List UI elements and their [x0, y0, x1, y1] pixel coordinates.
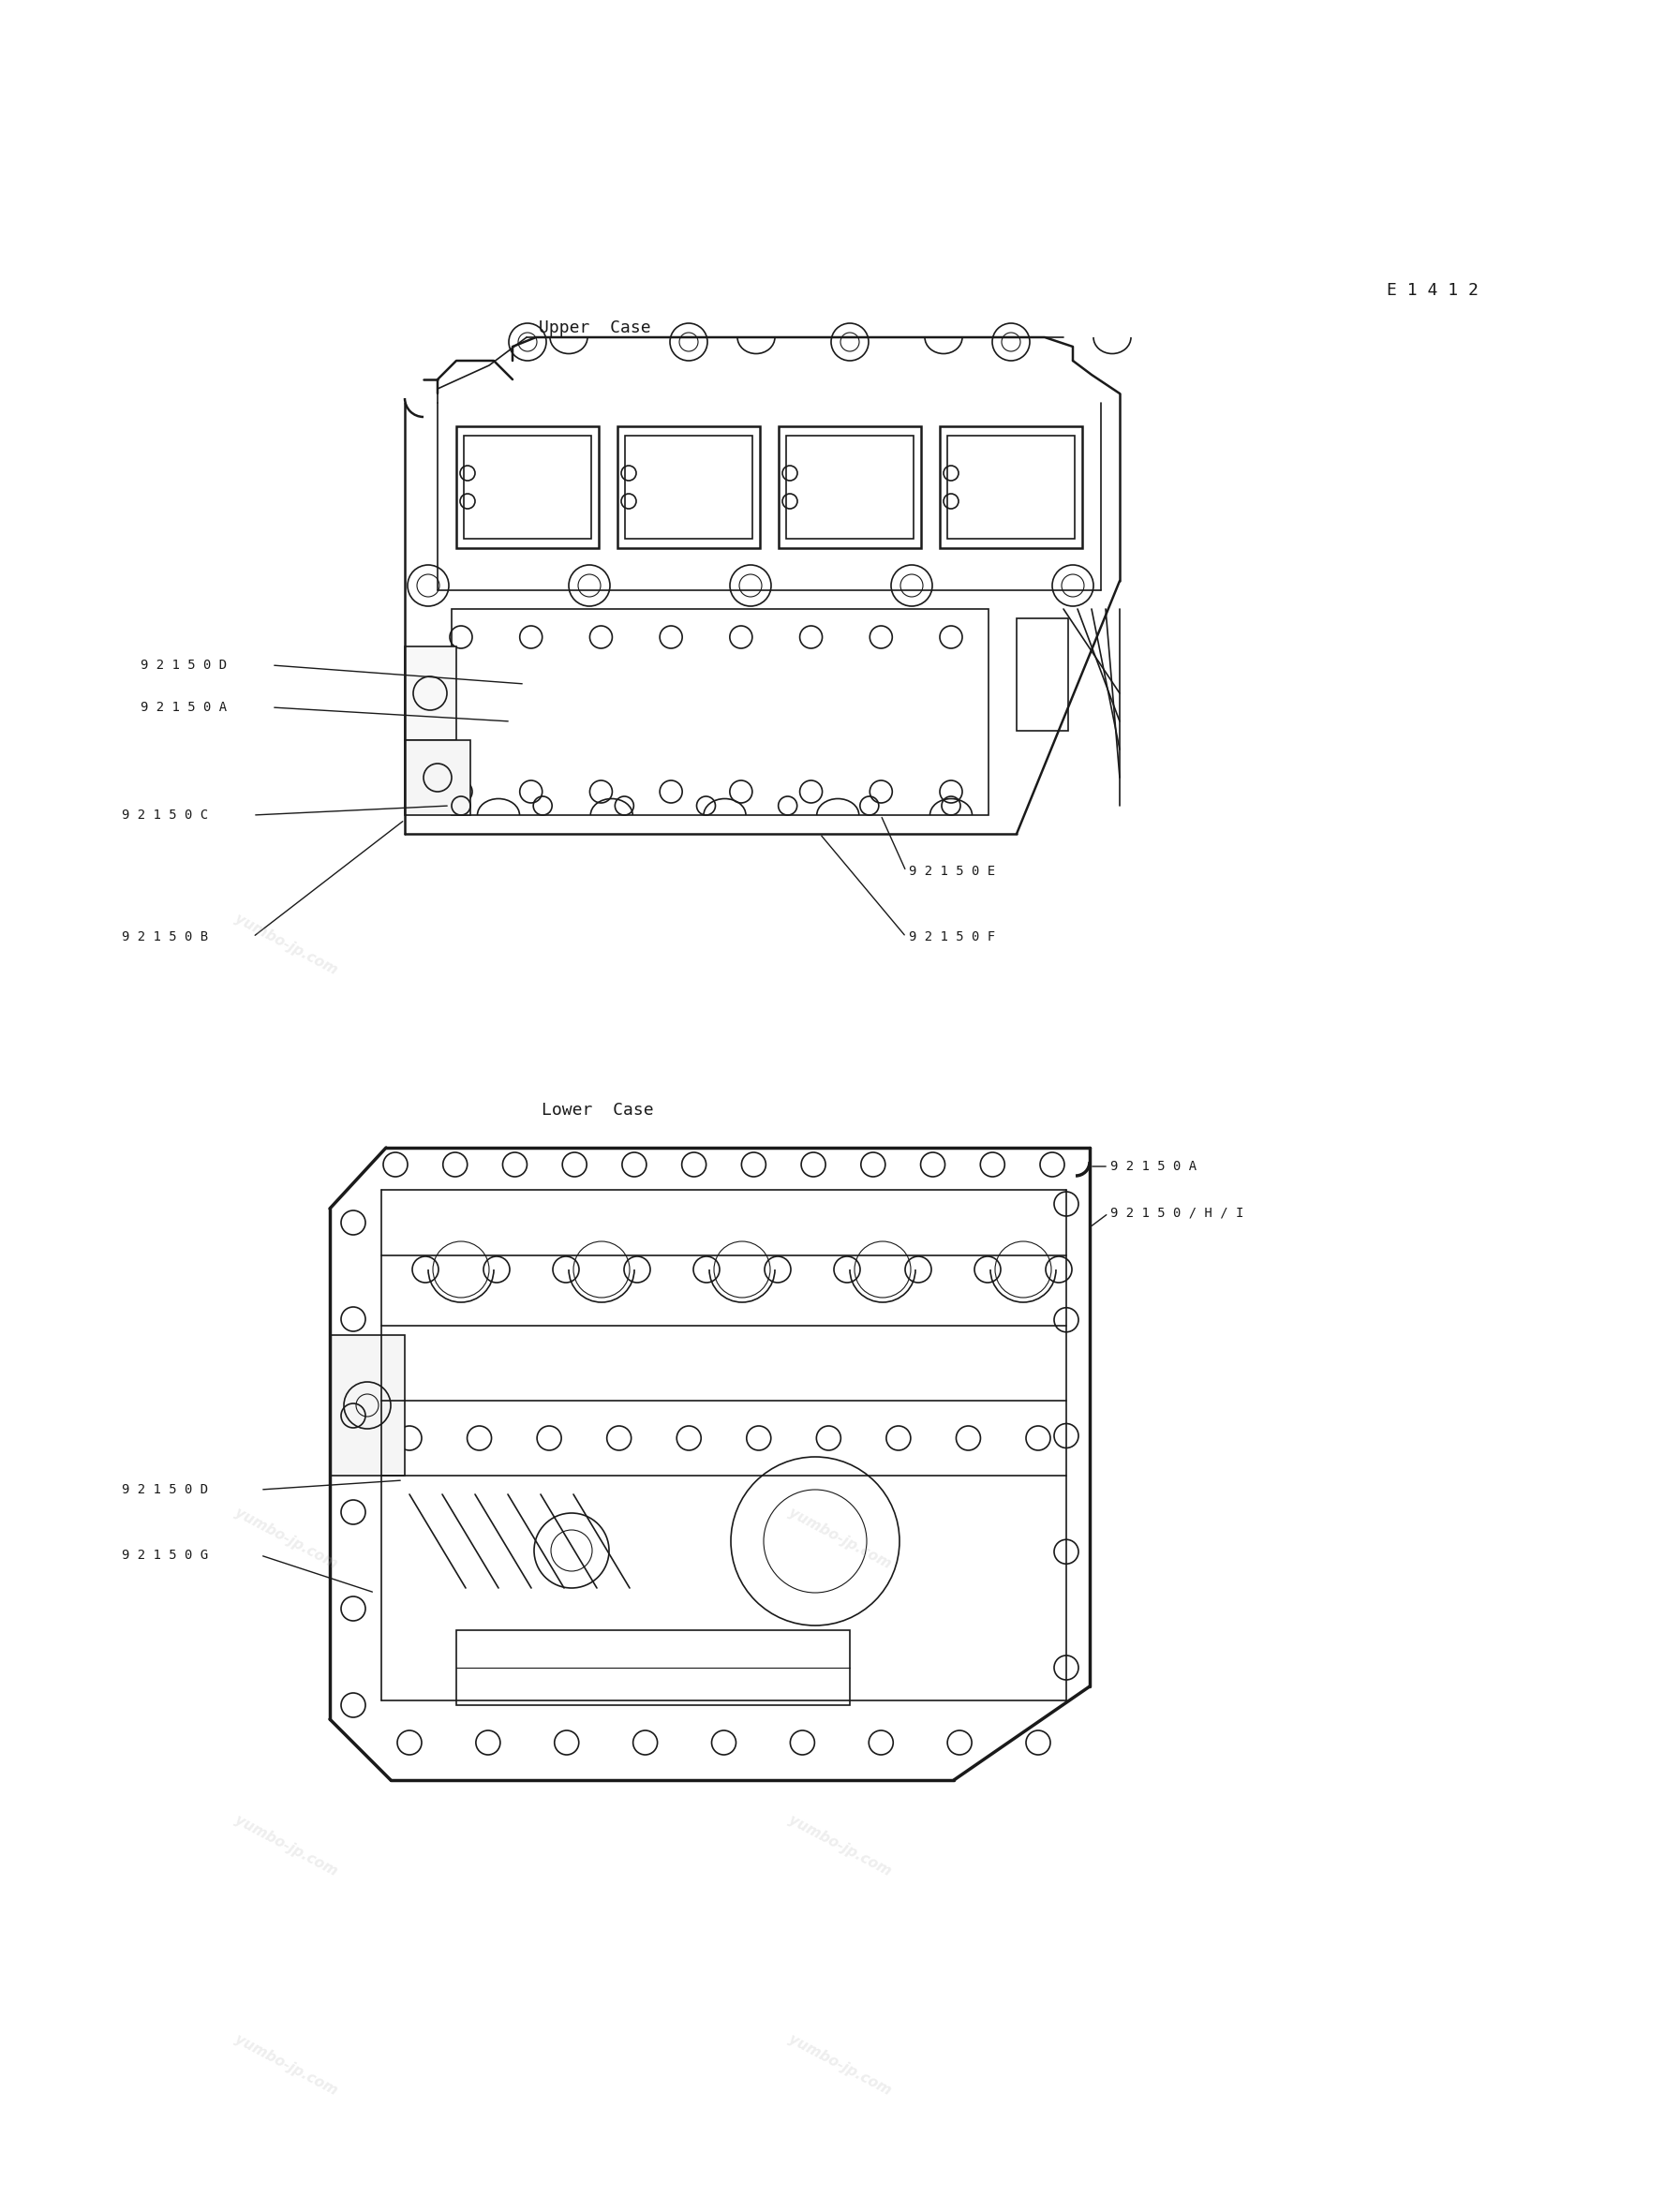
- Bar: [786, 435, 914, 538]
- Text: 9 2 1 5 0 B: 9 2 1 5 0 B: [123, 929, 208, 943]
- Text: 9 2 1 5 0 E: 9 2 1 5 0 E: [909, 866, 995, 879]
- Bar: [778, 426, 921, 547]
- Text: 9 2 1 5 0 D: 9 2 1 5 0 D: [141, 659, 227, 672]
- Text: yumbo-jp.com: yumbo-jp.com: [786, 2032, 894, 2098]
- Text: 9 2 1 5 0 F: 9 2 1 5 0 F: [909, 929, 995, 943]
- Text: 9 2 1 5 0 D: 9 2 1 5 0 D: [123, 1483, 208, 1496]
- Text: yumbo-jp.com: yumbo-jp.com: [786, 1505, 894, 1571]
- Text: 9 2 1 5 0 G: 9 2 1 5 0 G: [123, 1549, 208, 1562]
- Bar: [457, 426, 598, 547]
- Text: yumbo-jp.com: yumbo-jp.com: [786, 1813, 894, 1878]
- Bar: [625, 435, 753, 538]
- Text: 9 2 1 5 0 A: 9 2 1 5 0 A: [141, 701, 227, 714]
- Bar: [405, 646, 457, 740]
- Bar: [329, 1336, 405, 1476]
- Bar: [939, 426, 1082, 547]
- Bar: [464, 435, 591, 538]
- Text: Upper  Case: Upper Case: [539, 319, 652, 336]
- Text: 9 2 1 5 0 A: 9 2 1 5 0 A: [1110, 1160, 1196, 1173]
- Text: E 1 4 1 2: E 1 4 1 2: [1386, 281, 1478, 299]
- Text: 9 2 1 5 0 / H / I: 9 2 1 5 0 / H / I: [1110, 1206, 1243, 1219]
- Bar: [618, 426, 759, 547]
- Text: yumbo-jp.com: yumbo-jp.com: [232, 2032, 339, 2098]
- Text: Lower  Case: Lower Case: [541, 1101, 654, 1118]
- Bar: [948, 435, 1075, 538]
- Bar: [457, 1630, 850, 1705]
- Text: 9 2 1 5 0 C: 9 2 1 5 0 C: [123, 808, 208, 822]
- Text: yumbo-jp.com: yumbo-jp.com: [232, 912, 339, 978]
- Bar: [1016, 617, 1068, 732]
- Bar: [452, 609, 988, 815]
- Text: yumbo-jp.com: yumbo-jp.com: [232, 1813, 339, 1878]
- Text: yumbo-jp.com: yumbo-jp.com: [232, 1505, 339, 1571]
- Bar: [405, 740, 470, 815]
